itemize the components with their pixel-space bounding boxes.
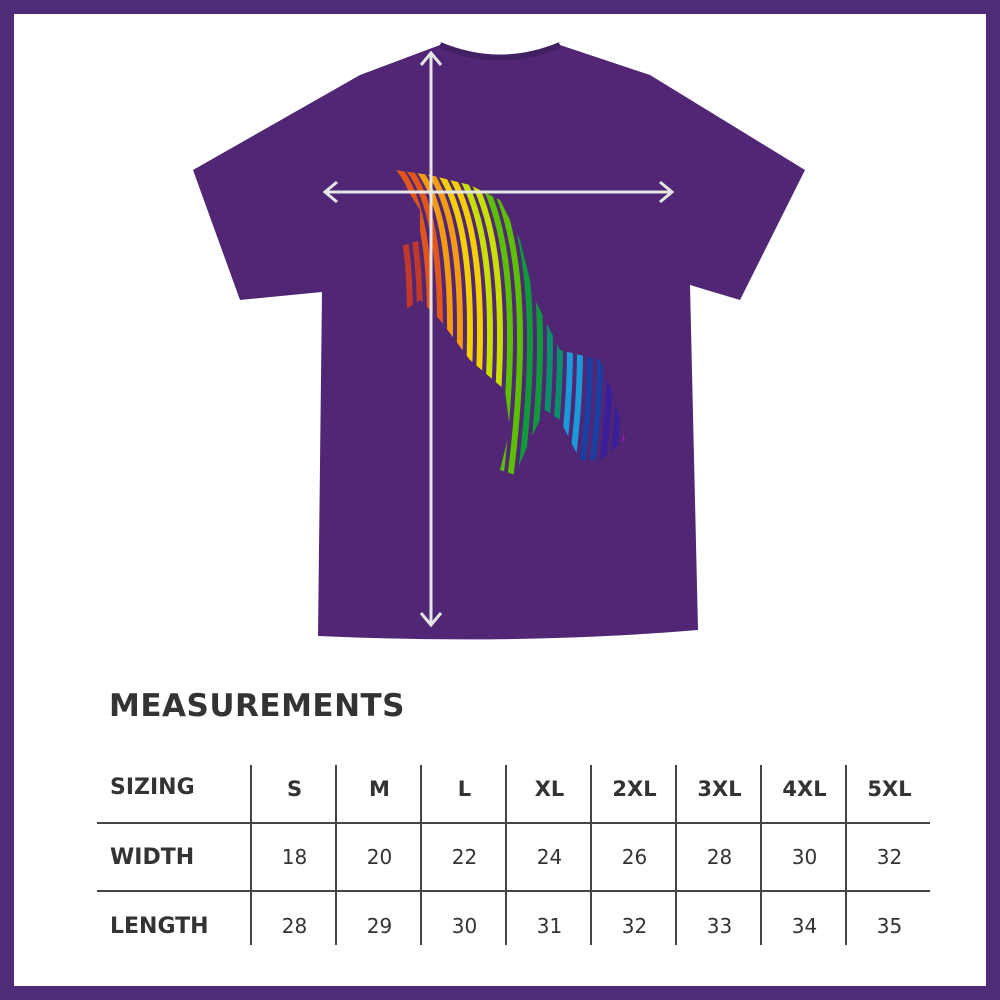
length-value: 32	[621, 914, 648, 938]
width-value: 28	[706, 845, 733, 869]
size-header: 4XL	[782, 777, 827, 801]
size-chart-table: SIZING WIDTH LENGTH S 18 28 M 20 29 L 22 30 XL 24 3…	[97, 765, 930, 945]
size-header: 2XL	[612, 777, 657, 801]
width-value: 24	[536, 845, 563, 869]
size-header: 5XL	[867, 777, 912, 801]
size-header: L	[457, 777, 472, 801]
length-label: LENGTH	[110, 914, 209, 939]
width-label: WIDTH	[110, 845, 195, 870]
column-divider	[250, 765, 252, 945]
row-divider	[97, 890, 930, 892]
length-value: 31	[536, 914, 563, 938]
length-value: 34	[791, 914, 818, 938]
length-value: 35	[876, 914, 903, 938]
sizing-label: SIZING	[110, 775, 195, 800]
width-value: 18	[281, 845, 308, 869]
length-value: 30	[451, 914, 478, 938]
width-value: 26	[621, 845, 648, 869]
column-divider	[845, 765, 847, 945]
size-header: S	[286, 777, 303, 801]
length-value: 28	[281, 914, 308, 938]
length-value: 33	[706, 914, 733, 938]
column-divider	[760, 765, 762, 945]
column-divider	[675, 765, 677, 945]
column-divider	[420, 765, 422, 945]
width-value: 32	[876, 845, 903, 869]
width-value: 20	[366, 845, 393, 869]
size-header: 3XL	[697, 777, 742, 801]
length-value: 29	[366, 914, 393, 938]
measure-arrows	[322, 50, 675, 628]
column-divider	[590, 765, 592, 945]
size-header: XL	[534, 777, 565, 801]
column-divider	[335, 765, 337, 945]
width-value: 22	[451, 845, 478, 869]
measurements-title: MEASUREMENTS	[109, 688, 406, 724]
width-value: 30	[791, 845, 818, 869]
size-header: M	[369, 777, 390, 801]
row-divider	[97, 822, 930, 824]
column-divider	[505, 765, 507, 945]
